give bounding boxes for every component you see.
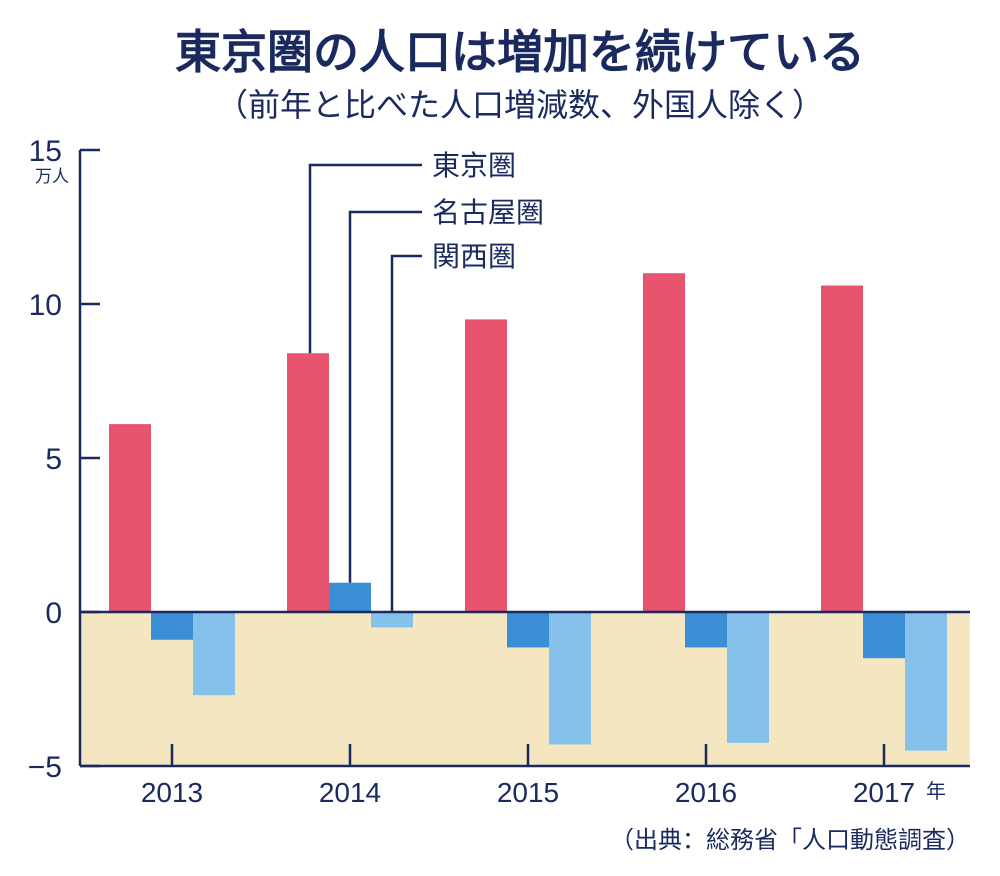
- bar-series-2-2016: [727, 612, 769, 743]
- bar-series-1-2016: [685, 612, 727, 648]
- bar-series-2-2017: [905, 612, 947, 751]
- bar-series-1-2015: [507, 612, 549, 648]
- x-tick-label: 2016: [675, 777, 737, 808]
- legend-leader-line: [308, 163, 422, 354]
- legend-label: 名古屋圏: [432, 196, 544, 229]
- bars-group: [109, 273, 947, 751]
- y-ticks-group: 15 10 5 0 −5: [28, 135, 100, 784]
- chart-title: 東京圏の人口は増加を続けている: [175, 25, 865, 79]
- bar-series-2-2014: [371, 612, 413, 628]
- bar-series-2-2015: [549, 612, 591, 745]
- bar-series-1-2013: [151, 612, 193, 640]
- legend-leader-line: [390, 254, 422, 612]
- y-tick-label: 5: [45, 443, 62, 476]
- bar-series-0-2015: [465, 319, 507, 612]
- bar-series-0-2014: [287, 353, 329, 612]
- legend-label: 東京圏: [432, 149, 516, 182]
- y-unit-label: 万人: [35, 167, 69, 187]
- x-tick-label: 2014: [319, 777, 381, 808]
- bar-series-1-2014: [329, 582, 371, 612]
- y-tick-label: 10: [29, 289, 62, 322]
- source-note: （出典：総務省「人口動態調査）: [610, 826, 970, 854]
- y-tick-label: 15: [29, 135, 62, 168]
- x-ticks-group: 2013 2014 2015 2016 2017: [141, 744, 915, 808]
- x-tick-label: 2015: [497, 777, 559, 808]
- x-tick-label: 2017: [853, 777, 915, 808]
- x-unit-label: 年: [926, 779, 946, 803]
- bar-series-0-2017: [821, 285, 863, 612]
- y-tick-label: 0: [45, 597, 62, 630]
- legend-leader-line: [348, 210, 422, 583]
- y-tick-label: −5: [28, 751, 62, 784]
- bar-series-0-2016: [643, 273, 685, 612]
- bar-series-2-2013: [193, 612, 235, 696]
- legend-label: 関西圏: [432, 240, 516, 273]
- bar-series-0-2013: [109, 424, 151, 612]
- x-tick-label: 2013: [141, 777, 203, 808]
- chart-subtitle: （前年と比べた人口増減数、外国人除く）: [216, 86, 824, 124]
- bar-series-1-2017: [863, 612, 905, 659]
